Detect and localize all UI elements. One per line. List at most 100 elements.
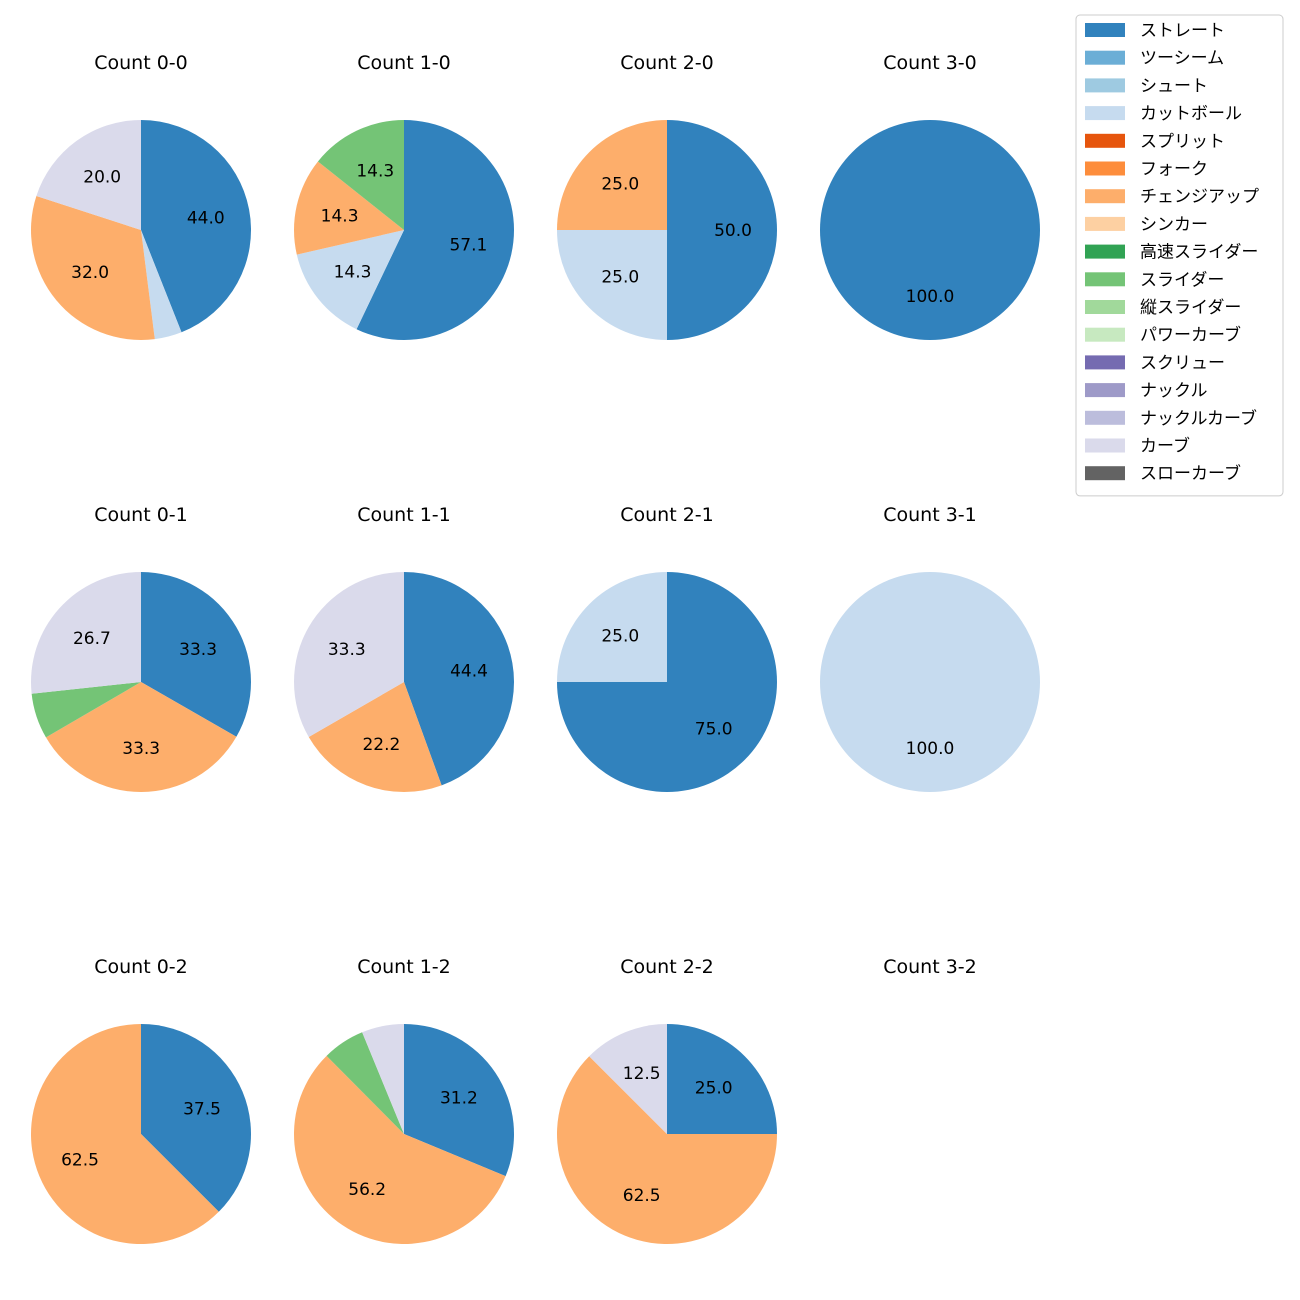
pie-3: Count 2-0 50.0 25.0 25.0 (557, 52, 777, 340)
pie-slice (294, 572, 404, 737)
pie-slice (30, 196, 155, 340)
legend-label: 高速スライダー (1140, 243, 1258, 263)
pie-title: Count 2-2 (620, 956, 714, 978)
pie-slice (820, 120, 1040, 340)
pie-slice (557, 572, 667, 682)
slice-label: 22.2 (362, 735, 400, 755)
pie-title: Count 3-0 (883, 52, 977, 74)
pie-slice (45, 682, 237, 793)
pie-slice (589, 1024, 667, 1134)
legend-swatch (1085, 133, 1125, 148)
pie-title: Count 0-2 (94, 956, 188, 978)
pie-4: Count 3-0 100.0 (820, 52, 1040, 340)
slice-label: 44.4 (450, 662, 488, 682)
pie-12: Count 3-2 (883, 956, 977, 978)
pie-title: Count 2-0 (620, 52, 714, 74)
slice-label: 14.3 (356, 162, 394, 182)
pie-slice (356, 120, 515, 340)
slice-label: 14.3 (334, 262, 372, 282)
legend-swatch (1085, 327, 1125, 342)
pie-slice (30, 1023, 219, 1244)
slice-label: 25.0 (695, 1078, 733, 1098)
legend-label: 縦スライダー (1140, 298, 1241, 318)
pie-slice (31, 572, 141, 694)
pie-11: Count 2-2 25.0 62.5 12.5 (557, 956, 777, 1245)
pie-title: Count 3-1 (883, 504, 977, 526)
pie-slice (667, 120, 777, 340)
pie-slice (141, 1024, 251, 1212)
pie-title: Count 1-2 (357, 956, 451, 978)
slice-label: 33.3 (122, 739, 160, 759)
pie-slice (820, 572, 1040, 792)
slice-label: 25.0 (601, 626, 639, 646)
pie-slice (308, 682, 442, 793)
slice-label: 62.5 (623, 1186, 661, 1206)
legend-label: ナックル (1140, 381, 1208, 401)
slice-label: 31.2 (440, 1088, 478, 1108)
legend-frame (1075, 14, 1284, 497)
pie-slice (141, 120, 252, 333)
legend-label: ストレート (1140, 21, 1225, 41)
slice-label: 25.0 (601, 174, 639, 194)
pie-title: Count 1-0 (357, 52, 451, 74)
legend-swatch (1085, 383, 1125, 398)
pie-title: Count 0-0 (94, 52, 188, 74)
pie-slice (317, 119, 404, 230)
legend-label: カーブ (1140, 436, 1190, 457)
legend-label: シンカー (1140, 215, 1208, 235)
pie-2: Count 1-0 57.1 14.3 14.3 14.3 (293, 52, 515, 340)
slice-label: 32.0 (71, 263, 109, 283)
legend-label: ナックルカーブ (1140, 408, 1257, 429)
legend-swatch (1085, 438, 1125, 453)
slice-label: 33.3 (179, 640, 217, 660)
pie-slice (404, 1024, 514, 1177)
pie-slice (31, 682, 142, 738)
slice-label: 57.1 (449, 236, 487, 256)
pie-slice (293, 1055, 506, 1245)
legend-label: チェンジアップ (1140, 187, 1259, 207)
pie-slice (141, 230, 182, 340)
pie-7: Count 2-1 75.0 25.0 (557, 504, 777, 792)
legend-swatch (1085, 78, 1125, 93)
slice-label: 25.0 (601, 268, 639, 288)
pie-slice (296, 230, 404, 330)
pie-slice (362, 1024, 404, 1134)
legend-swatch (1085, 189, 1125, 204)
legend-swatch (1085, 244, 1125, 259)
slice-label: 12.5 (623, 1064, 661, 1084)
slice-label: 14.3 (321, 206, 359, 226)
pie-slice (293, 161, 404, 255)
pie-title: Count 3-2 (883, 956, 977, 978)
legend-label: ツーシーム (1140, 49, 1224, 69)
legend-swatch (1085, 106, 1125, 121)
legend: ストレートツーシームシュートカットボールスプリットフォークチェンジアップシンカー… (1075, 14, 1284, 497)
legend-swatch (1085, 50, 1125, 65)
legend-swatch (1085, 216, 1125, 231)
slice-label: 26.7 (73, 629, 111, 649)
pie-9: Count 0-2 37.5 62.5 (30, 956, 251, 1244)
legend-swatch (1085, 161, 1125, 176)
legend-label: カットボール (1140, 104, 1242, 124)
legend-label: スプリット (1140, 132, 1225, 152)
pie-slice (667, 1024, 777, 1134)
legend-swatch (1085, 466, 1125, 481)
legend-swatch (1085, 272, 1125, 287)
pie-slice (557, 120, 667, 230)
legend-label: スクリュー (1140, 353, 1225, 373)
legend-swatch (1085, 410, 1125, 425)
legend-swatch (1085, 23, 1125, 37)
legend-label: シュート (1140, 76, 1208, 96)
pie-slice (36, 120, 141, 230)
slice-label: 100.0 (906, 739, 955, 759)
pie-8: Count 3-1 100.0 (820, 504, 1040, 792)
legend-label: スライダー (1140, 270, 1224, 290)
pie-title: Count 2-1 (620, 504, 714, 526)
legend-swatch (1085, 300, 1125, 314)
slice-label: 75.0 (695, 720, 733, 740)
slice-label: 33.3 (328, 640, 366, 660)
pie-slice (141, 572, 252, 737)
pie-5: Count 0-1 33.3 33.3 26.7 (31, 504, 252, 793)
pie-title: Count 0-1 (94, 504, 188, 526)
slice-label: 20.0 (83, 168, 121, 188)
slice-label: 100.0 (906, 287, 955, 307)
